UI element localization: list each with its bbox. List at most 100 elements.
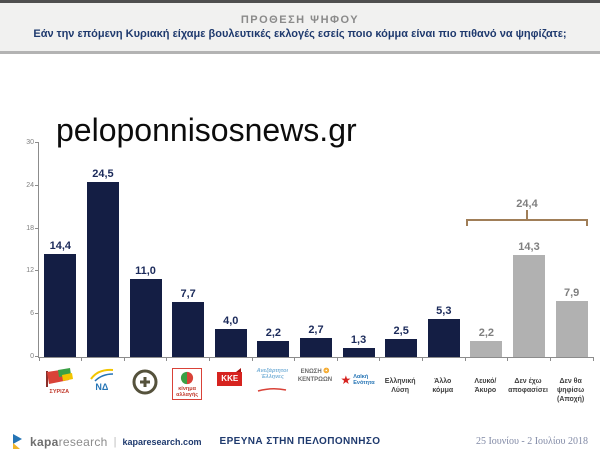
bar-slot-0: 14,4 xyxy=(39,240,82,357)
lae-label: Λαϊκή Ενότητα xyxy=(353,374,375,387)
x-label-5: Ανεξάρτητοι Έλληνες xyxy=(251,362,294,418)
y-tick-mark xyxy=(35,313,39,315)
x-tick-mark xyxy=(251,357,253,361)
bar-value-label: 14,3 xyxy=(518,241,540,253)
anel-label: Ανεξάρτητοι Έλληνες xyxy=(256,368,289,381)
kinima-allagis-logo-icon: κίνημα αλλαγής xyxy=(172,368,203,401)
bar-slot-9: 5,3 xyxy=(422,305,465,357)
bar-chart: peloponnisosnews.gr 14,4 24,5 11,0 7,7 4,0 2,… xyxy=(0,54,600,429)
x-tick-mark xyxy=(294,357,296,361)
undecided-group-bracket: 24,4 xyxy=(466,198,588,226)
bar-slot-3: 7,7 xyxy=(167,288,210,357)
x-label-0: ΣΥΡΙΖΑ xyxy=(38,362,81,418)
kapa-research-logo-icon xyxy=(13,434,22,449)
bar-value-label: 7,9 xyxy=(563,286,580,299)
bracket-center-tick xyxy=(526,210,528,221)
bar-1 xyxy=(86,182,119,357)
laiki-enotita-logo-icon: ★ Λαϊκή Ενότητα xyxy=(340,374,374,387)
x-label-3: κίνημα αλλαγής xyxy=(166,362,209,418)
y-tick-label: 12 xyxy=(26,267,34,275)
watermark-text: peloponnisosnews.gr xyxy=(56,112,357,148)
brand-secondary: research xyxy=(58,434,108,449)
y-tick-mark xyxy=(35,184,39,186)
x-label-4: ΚΚΕ xyxy=(208,362,251,418)
kapa-research-brand: kaparesearch | kaparesearch.com xyxy=(12,434,202,449)
bar-9 xyxy=(427,319,460,357)
bar-slot-7: 1,3 xyxy=(337,334,380,357)
xrysi-avgi-logo-icon xyxy=(132,369,158,395)
x-label-8: Ελληνική Λύση xyxy=(379,362,422,418)
y-tick-mark xyxy=(35,356,39,357)
bar-value-label: 2,5 xyxy=(393,325,409,338)
bar-value-label: 2,2 xyxy=(478,327,495,340)
x-label-text: Λευκό/Άκυρο xyxy=(474,378,497,394)
syriza-logo-icon xyxy=(46,368,74,387)
x-label-9: Άλλο κόμμα xyxy=(421,362,464,418)
bar-slot-1: 24,5 xyxy=(82,168,125,357)
x-tick-mark xyxy=(208,357,210,361)
bar-value-label: 7,7 xyxy=(180,288,196,301)
bar-5 xyxy=(257,341,290,357)
bar-slot-11: 14,3 xyxy=(508,241,551,357)
x-tick-mark xyxy=(379,357,381,361)
bar-3 xyxy=(172,302,205,357)
brand-name: kaparesearch xyxy=(30,435,108,449)
bar-value-label: 5,3 xyxy=(436,305,452,318)
bar-value-label: 24,5 xyxy=(92,168,114,181)
bar-value-label: 1,3 xyxy=(350,333,367,346)
bar-value-label: 2,2 xyxy=(265,327,281,340)
bar-2 xyxy=(129,278,162,357)
y-tick-mark xyxy=(35,142,39,143)
y-tick-label: 0 xyxy=(30,353,34,360)
x-label-text: Δεν έχω αποφασίσει xyxy=(508,378,548,394)
bar-value-label: 11,0 xyxy=(135,264,156,277)
bar-8 xyxy=(385,339,418,357)
y-tick-label: 30 xyxy=(26,139,34,146)
y-tick-mark xyxy=(35,227,39,229)
bar-slot-8: 2,5 xyxy=(380,325,423,357)
bar-0 xyxy=(44,254,77,357)
x-label-text: Δεν θα ψηφίσω (Αποχή) xyxy=(557,378,585,403)
y-tick-label: 18 xyxy=(26,224,34,232)
bar-12 xyxy=(555,300,588,357)
footer: kaparesearch | kaparesearch.com ΕΡΕΥΝΑ Σ… xyxy=(0,429,600,454)
bar-10 xyxy=(470,341,503,357)
nd-label: ΝΔ xyxy=(95,382,109,392)
y-tick-mark xyxy=(35,270,39,272)
x-tick-mark xyxy=(81,357,83,361)
x-label-10: Λευκό/Άκυρο xyxy=(464,362,507,418)
survey-date-range: 25 Ιουνίου - 2 Ιουλίου 2018 xyxy=(475,436,588,447)
bar-value-label: 4,0 xyxy=(223,314,239,327)
brand-separator: | xyxy=(113,435,117,448)
bar-value-label: 2,7 xyxy=(308,323,324,336)
bar-slot-12: 7,9 xyxy=(550,287,593,357)
lae-star-icon: ★ xyxy=(340,373,352,388)
x-tick-mark xyxy=(592,357,594,361)
x-tick-mark xyxy=(166,357,168,361)
bar-slot-10: 2,2 xyxy=(465,327,508,357)
kinal-label: κίνημα αλλαγής xyxy=(176,386,199,399)
y-tick-label: 6 xyxy=(30,310,34,318)
brand-primary: kapa xyxy=(30,434,59,449)
x-label-11: Δεν έχω αποφασίσει xyxy=(507,362,550,418)
bar-slot-4: 4,0 xyxy=(209,314,252,357)
bar-slot-6: 2,7 xyxy=(295,324,338,357)
anel-logo-icon: Ανεξάρτητοι Έλληνες xyxy=(257,368,288,398)
kke-logo-icon: ΚΚΕ xyxy=(217,368,243,386)
page-title: ΠΡΟΘΕΣΗ ΨΗΦΟΥ xyxy=(240,14,360,26)
brand-url: kaparesearch.com xyxy=(122,436,202,447)
window-top-edge xyxy=(0,0,600,3)
syriza-label: ΣΥΡΙΖΑ xyxy=(49,389,70,395)
bracket-total-label: 24,4 xyxy=(516,198,538,210)
bar-value-label: 14,4 xyxy=(49,240,72,253)
x-label-2 xyxy=(123,362,166,418)
nd-logo-icon xyxy=(90,368,113,382)
x-axis-labels: ΣΥΡΙΖΑ ΝΔ κίνημα αλλαγής ΚΚΕ Ανεξάρτητοι Έλλην… xyxy=(38,362,592,418)
x-label-7: ★ Λαϊκή Ενότητα xyxy=(336,362,379,418)
x-tick-mark xyxy=(464,357,466,361)
bar-7 xyxy=(342,347,375,357)
x-tick-mark xyxy=(422,357,424,361)
plot-area: 14,4 24,5 11,0 7,7 4,0 2,2 2,7 1,3 2,5 5,3 2,2 14,3… xyxy=(26,139,594,361)
x-tick-mark xyxy=(123,357,125,361)
x-label-6: ΕΝΩΣΗ ❂ ΚΕΝΤΡΩΩΝ xyxy=(294,362,337,418)
